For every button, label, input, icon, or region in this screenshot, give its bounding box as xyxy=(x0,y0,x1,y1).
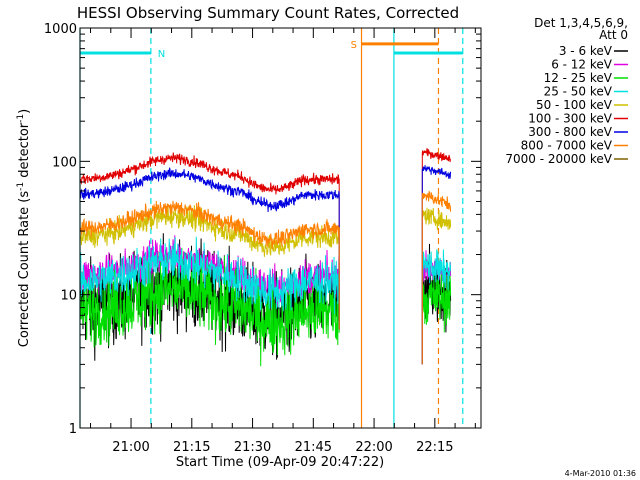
trace-main xyxy=(79,247,340,367)
legend-label: 12 - 25 keV xyxy=(544,71,613,85)
plot-frame xyxy=(79,27,482,429)
chart-title: HESSI Observing Summary Count Rates, Cor… xyxy=(77,4,459,22)
legend-label: 7000 - 20000 keV xyxy=(505,152,612,166)
legend-label: 3 - 6 keV xyxy=(559,44,613,58)
plot-area: NS xyxy=(79,28,464,428)
trace-main xyxy=(79,236,340,330)
legend-label: 50 - 100 keV xyxy=(536,98,613,112)
legend-header: Det 1,3,4,5,6,9, xyxy=(534,16,628,30)
x-tick-label: 21:30 xyxy=(234,440,271,455)
legend-label: 800 - 7000 keV xyxy=(521,139,613,153)
legend-label: 300 - 800 keV xyxy=(528,125,612,139)
y-tick-label: 10 xyxy=(60,289,77,304)
trace-after-gap xyxy=(421,190,452,365)
y-tick-label: 1000 xyxy=(44,22,77,37)
legend-label: 100 - 300 keV xyxy=(528,112,612,126)
y-tick-label: 100 xyxy=(52,155,77,170)
flag-label-S: S xyxy=(351,40,357,51)
x-tick-label: 21:45 xyxy=(295,440,332,455)
y-tick-label: 1 xyxy=(69,422,77,437)
legend-label: 25 - 50 keV xyxy=(544,85,613,99)
y-axis: 1 10 100 1000 xyxy=(44,22,481,437)
x-axis-label: Start Time (09-Apr-09 20:47:22) xyxy=(176,455,384,470)
trace-after-gap xyxy=(421,207,452,365)
series-100to300keV xyxy=(79,148,452,365)
legend-attenuator: Att 0 xyxy=(599,28,628,42)
footer-timestamp: 4-Mar-2010 01:36 xyxy=(565,469,636,478)
y-axis-label: Corrected Count Rate (s-1 detector-1) xyxy=(16,109,32,347)
trace-main xyxy=(79,167,340,330)
series-800to7000keV xyxy=(79,190,452,365)
trace-after-gap xyxy=(421,269,452,365)
trace-main xyxy=(79,152,340,330)
legend-label: 6 - 12 keV xyxy=(551,58,613,72)
x-axis: 21:00 21:15 21:30 21:45 22:00 22:15 xyxy=(90,28,476,455)
series-12to25keV xyxy=(79,247,452,367)
trace-main xyxy=(79,200,340,330)
trace-after-gap xyxy=(421,249,452,365)
series-300to800keV xyxy=(79,165,452,365)
flag-label-N: N xyxy=(158,49,165,60)
x-tick-label: 21:00 xyxy=(112,440,149,455)
series-25to50keV xyxy=(79,236,452,365)
trace-after-gap xyxy=(421,148,452,365)
trace-after-gap xyxy=(421,165,452,365)
x-tick-label: 22:15 xyxy=(416,440,453,455)
x-tick-label: 21:15 xyxy=(173,440,210,455)
x-tick-label: 22:00 xyxy=(355,440,392,455)
